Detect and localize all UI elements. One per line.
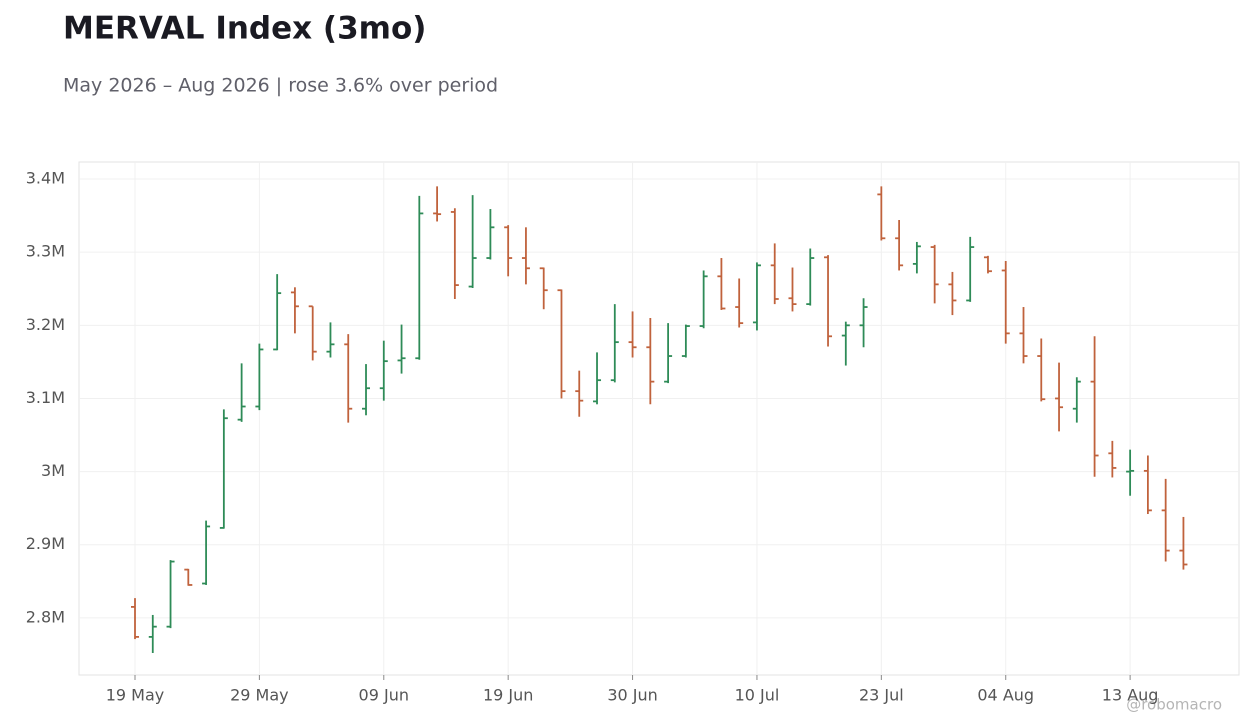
x-tick-label: 04 Aug	[977, 686, 1034, 705]
plot-frame	[78, 161, 1240, 676]
x-tick-label: 09 Jun	[359, 686, 409, 705]
y-tick-label: 3.4M	[26, 169, 65, 188]
y-tick-label: 3.1M	[26, 388, 65, 407]
watermark: @robomacro	[1126, 696, 1222, 714]
y-tick-label: 3M	[41, 461, 65, 480]
y-tick-label: 3.2M	[26, 315, 65, 334]
x-tick-label: 30 Jun	[607, 686, 657, 705]
chart-subtitle: May 2026 – Aug 2026 | rose 3.6% over per…	[63, 75, 498, 97]
x-tick-label: 19 May	[106, 686, 165, 705]
x-tick-label: 13 Aug	[1102, 686, 1159, 705]
y-tick-label: 2.8M	[26, 607, 65, 626]
x-tick-label: 29 May	[230, 686, 289, 705]
x-tick-label: 23 Jul	[859, 686, 904, 705]
y-tick-label: 2.9M	[26, 534, 65, 553]
x-tick-label: 10 Jul	[735, 686, 780, 705]
x-tick-label: 19 Jun	[483, 686, 533, 705]
chart-title: MERVAL Index (3mo)	[63, 11, 426, 47]
y-tick-label: 3.3M	[26, 242, 65, 261]
